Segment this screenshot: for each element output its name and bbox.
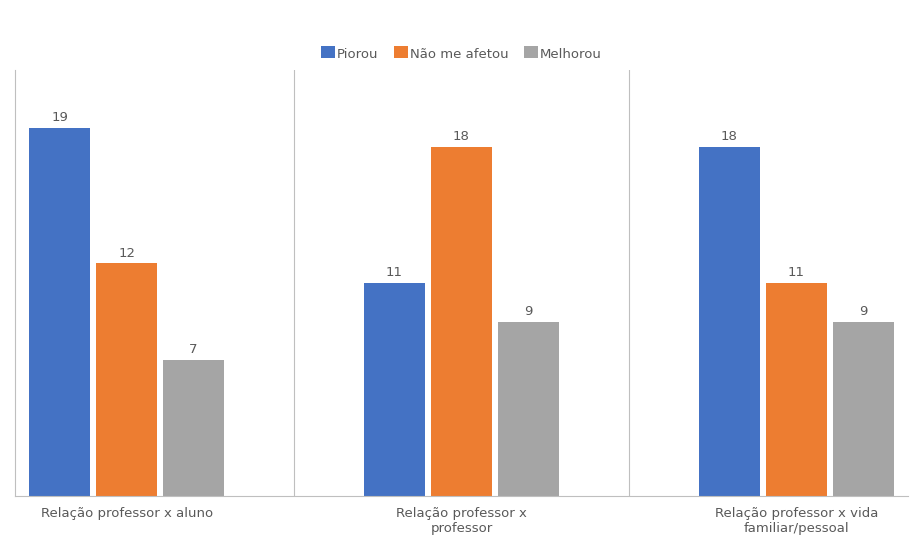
Bar	[162, 360, 224, 496]
Bar	[364, 283, 426, 496]
Bar	[96, 263, 157, 496]
Bar	[431, 147, 492, 496]
Text: 18: 18	[453, 130, 470, 144]
Text: 19: 19	[51, 111, 68, 124]
Bar	[497, 322, 559, 496]
Text: 7: 7	[189, 343, 198, 356]
Bar	[833, 322, 894, 496]
Legend: Piorou, Não me afetou, Melhorou: Piorou, Não me afetou, Melhorou	[316, 42, 607, 66]
Text: 11: 11	[788, 266, 805, 279]
Bar	[699, 147, 761, 496]
Text: 11: 11	[386, 266, 403, 279]
Text: 18: 18	[721, 130, 737, 144]
Text: 9: 9	[524, 305, 533, 318]
Bar	[29, 128, 90, 496]
Text: 9: 9	[859, 305, 868, 318]
Bar	[766, 283, 827, 496]
Text: 12: 12	[118, 246, 135, 260]
